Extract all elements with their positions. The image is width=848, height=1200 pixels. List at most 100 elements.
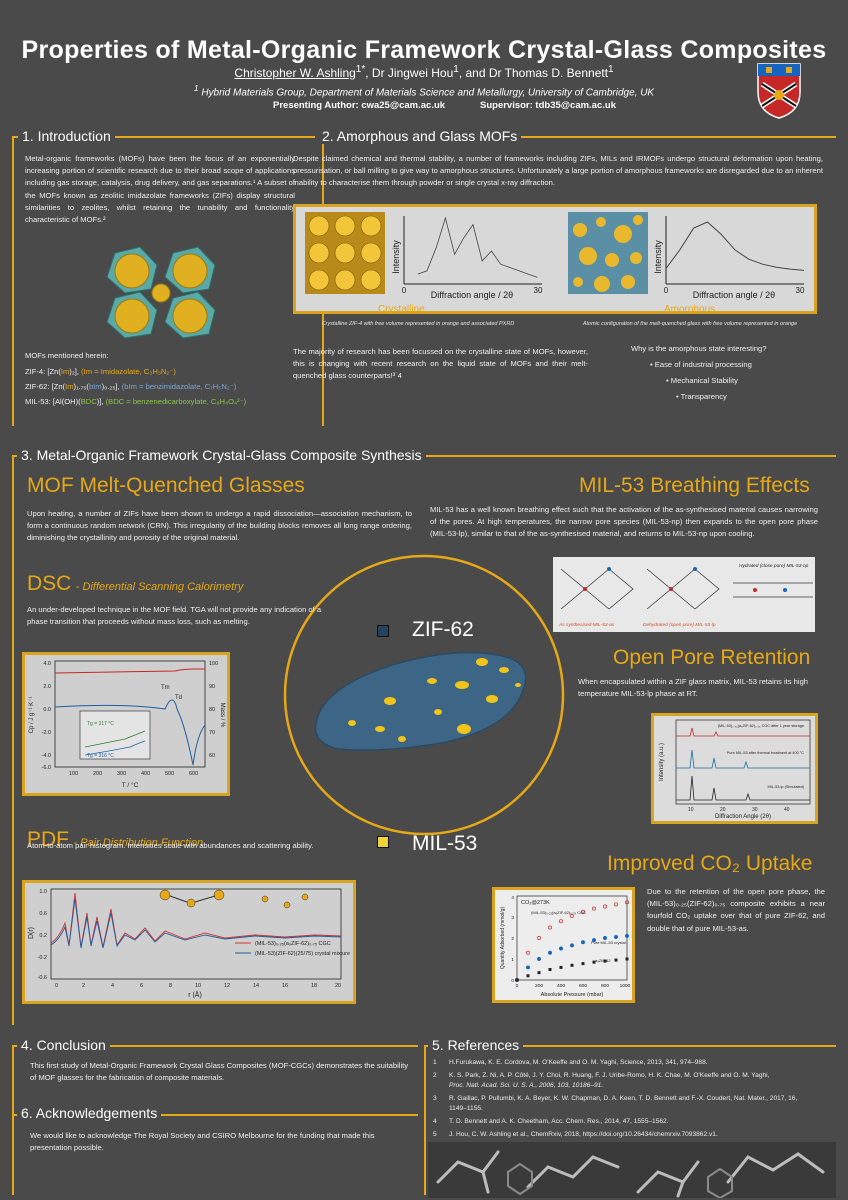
pdf-legend-1: (MIL-53)₀.₂₅(a₉ZIF-62)₀.₇₅ CGC — [255, 941, 331, 947]
amorphous-plot-ylabel: Intensity — [653, 240, 663, 274]
co2-point-series-3 — [603, 959, 607, 963]
conclusion-body: This first study of Metal-Organic Framew… — [30, 1061, 409, 1083]
pdf-title-row: PDF - Pair Distribution Function — [27, 828, 203, 852]
svg-text:4: 4 — [111, 983, 114, 989]
conclusion-heading: 4. Conclusion — [17, 1037, 110, 1053]
co2-point-series-2 — [603, 936, 607, 940]
co2-point-series-1 — [614, 902, 618, 907]
svg-text:600: 600 — [189, 771, 198, 777]
breathing-figure: As synthesised MIL-53-as Dehydrated (ope… — [558, 563, 813, 628]
mq-glasses-title: MOF Melt-Quenched Glasses — [27, 474, 305, 497]
zif62-d: bIm — [88, 382, 102, 391]
authors: Christopher W. Ashling1*, Dr Jingwei Hou… — [0, 64, 848, 80]
intro-heading: 1. Introduction — [18, 128, 115, 144]
reference-5-number: 5 — [433, 1131, 437, 1138]
author-2: , Dr Jingwei Hou — [365, 66, 454, 80]
crystalline-pxrd-line — [417, 216, 538, 278]
svg-text:70: 70 — [209, 730, 215, 736]
reference-3-text-2: 1149–1155. — [449, 1105, 483, 1112]
co2-ylabel: Quantity Adsorbed (mmol/g) — [500, 907, 506, 970]
dsc-body: An under-developed technique in the MOF … — [27, 605, 322, 627]
svg-text:1000: 1000 — [620, 983, 631, 989]
co2-series-label-3: a₉ZIF-62 — [595, 958, 611, 963]
svg-text:-6.0: -6.0 — [42, 765, 51, 771]
zif62-f: (bIm = benzimidazolate, C₇H₅N₂⁻) — [121, 382, 237, 391]
bullet-stability-text: Mechanical Stability — [670, 376, 738, 385]
zif62-e: )₀.₂₅], — [101, 382, 122, 391]
breathing-legend-2: Dehydrated (open pore) MIL-53-lp — [643, 622, 716, 628]
co2-point-series-3 — [515, 978, 519, 982]
co2-figure-frame — [492, 887, 635, 1003]
pdf-body: Atom-to-atom pair histogram. Intensities… — [27, 841, 314, 850]
bullet-stability: • Mechanical Stability — [666, 376, 738, 385]
svg-text:-0.6: -0.6 — [38, 975, 47, 981]
dsc-subtitle-text: Differential Scanning Calorimetry — [82, 581, 244, 593]
crystalline-label: Crystalline — [378, 304, 425, 315]
svg-text:2.0: 2.0 — [43, 684, 51, 690]
svg-text:1: 1 — [511, 957, 514, 963]
svg-text:18: 18 — [311, 983, 317, 989]
svg-text:12: 12 — [224, 983, 230, 989]
svg-text:80: 80 — [209, 707, 215, 713]
presenting-author: Presenting Author: cwa25@cam.ac.uk — [273, 100, 446, 111]
co2-point-series-3 — [625, 957, 629, 961]
crystalline-plot-x30: 30 — [534, 286, 543, 295]
svg-text:2: 2 — [82, 983, 85, 989]
co2-temp-label: CO₂@273K — [521, 900, 550, 906]
reference-1: 1 H.Furukawa, K. E. Cordova, M. O'Keeffe… — [433, 1058, 833, 1068]
zif62-a: ZIF-62: [Zn( — [25, 382, 66, 391]
acknowledgements-heading: 6. Acknowledgements — [17, 1105, 162, 1121]
bullet-transparency-text: Transparency — [680, 392, 727, 401]
co2-point-series-2 — [592, 938, 596, 943]
svg-text:0.0: 0.0 — [43, 707, 51, 713]
author-1-sup: 1* — [355, 64, 366, 75]
svg-text:100: 100 — [209, 661, 218, 667]
zif4-b: Im — [60, 367, 70, 376]
co2-xlabel: Absolute Pressure (mbar) — [541, 992, 604, 998]
reference-2-number: 2 — [433, 1072, 437, 1079]
intro-body: Metal-organic frameworks (MOFs) have bee… — [25, 154, 295, 225]
co2-body: Due to the retention of the open pore ph… — [647, 887, 825, 933]
co2-point-series-1 — [592, 906, 596, 911]
svg-text:200: 200 — [93, 771, 102, 777]
co2-point-series-1 — [559, 919, 563, 924]
zif-structure-image — [106, 246, 216, 339]
co2-point-series-3 — [548, 968, 552, 971]
co2-point-series-3 — [537, 971, 541, 975]
reference-5: 5 J. Hou, C. W. Ashling et al., ChemRxiv… — [433, 1130, 833, 1140]
co2-point-series-3 — [559, 965, 563, 969]
amorphous-body-2: The majority of research has been focuss… — [293, 347, 588, 381]
dsc-title: DSC — [27, 572, 72, 595]
svg-text:800: 800 — [601, 983, 609, 989]
amorphous-label: Amorphous — [664, 304, 716, 315]
mil53-formula: MIL-53: [Al(OH)(BDC)], (BDC = benzenedic… — [25, 396, 246, 408]
svg-text:400: 400 — [557, 983, 565, 989]
reference-2-text: K. S. Park, Z. Ni, A. P. Côté, J. Y. Cho… — [449, 1072, 770, 1079]
svg-text:500: 500 — [165, 771, 174, 777]
svg-text:1.0: 1.0 — [39, 889, 47, 895]
svg-text:30: 30 — [752, 807, 758, 813]
co2-point-series-3 — [526, 974, 530, 978]
author-2-sup: 1 — [453, 64, 459, 75]
references-box — [424, 1045, 836, 1195]
author-3: , and Dr Thomas D. Bennett — [458, 66, 609, 80]
why-amorphous: Why is the amorphous state interesting? — [631, 344, 767, 353]
reference-4: 4 T. D. Bennett and A. K. Cheetham, Acc.… — [433, 1117, 833, 1127]
amorphous-plot-x30: 30 — [796, 286, 805, 295]
pdf-figure: (MIL-53)₀.₂₅(a₉ZIF-62)₀.₇₅ CGC (MIL-53)(… — [28, 888, 350, 999]
co2-point-series-2 — [614, 935, 618, 939]
zif4-d: (Im = Imidazolate, C₃H₃N₂⁻) — [81, 367, 176, 376]
pdf-ylabel: D(r) — [28, 927, 35, 939]
reference-2: 2 K. S. Park, Z. Ni, A. P. Côté, J. Y. C… — [433, 1071, 833, 1091]
affiliation-text: Hybrid Materials Group, Department of Ma… — [201, 87, 655, 99]
svg-text:0: 0 — [516, 983, 519, 989]
co2-point-series-2 — [625, 933, 629, 938]
affiliation-sup: 1 — [193, 83, 199, 93]
open-pore-title: Open Pore Retention — [613, 646, 811, 669]
co2-title: Improved CO₂ Uptake — [607, 852, 813, 875]
open-pore-figure-frame — [651, 713, 818, 824]
pdf-subtitle-text: Pair Distribution Function — [80, 837, 204, 849]
reference-3-text: R. Gaillac, P. Pullumbi, K. A. Beyer, K.… — [449, 1095, 798, 1102]
open-pore-label-2: Pure MIL-53 after thermal treatment at 4… — [727, 751, 805, 755]
co2-point-series-2 — [559, 946, 563, 951]
